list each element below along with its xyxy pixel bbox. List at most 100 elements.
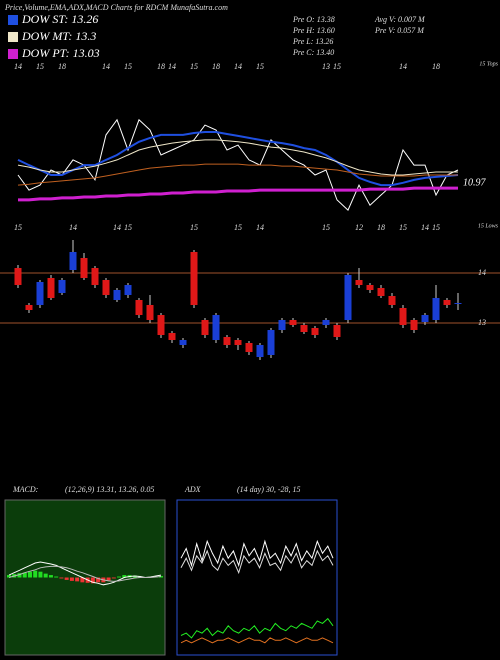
panel-title: MACD: [12,485,39,494]
x-tick-label: 15 [36,62,44,71]
series-line [8,561,162,586]
x-tick-label: 14 [234,62,242,71]
stat: Avg V: 0.007 M [374,15,426,24]
histogram-bar [90,577,95,584]
x-tick-label: 15 [333,62,341,71]
x-tick-label: 15 [190,223,198,232]
stat: Pre V: 0.057 M [374,26,425,35]
x-tick-label: 15 [234,223,242,232]
candle-body [410,320,418,330]
candle-body [432,298,440,320]
candle-body [47,278,55,298]
candle-body [80,258,88,278]
histogram-bar [59,577,64,579]
candle-body [333,325,341,337]
candle-body [443,300,451,305]
x-tick-label: 14 [113,223,121,232]
candle-body [201,320,209,335]
histogram-bar [106,577,111,581]
candle-body [256,345,264,357]
legend-swatch [8,32,18,42]
y-tick-label: 13 [478,318,486,327]
histogram-bar [75,577,80,582]
candle-body [344,275,352,320]
legend-label: DOW ST: 13.26 [21,12,98,26]
histogram-bar [96,577,101,583]
stat: Pre H: 13.60 [292,26,335,35]
x-tick-label: 15 [124,62,132,71]
x-tick-label: 14 [102,62,110,71]
stat: Pre O: 13.38 [292,15,335,24]
candle-body [421,315,429,322]
panel-subtitle: (14 day) 30, -28, 15 [237,485,301,494]
legend-swatch [8,15,18,25]
histogram-bar [38,571,43,578]
x-tick-label: 14 [421,223,429,232]
candle-body [58,280,66,293]
note: 15 Lows [478,223,499,229]
series-line [17,118,459,211]
x-tick-label: 14 [168,62,176,71]
x-tick-label: 15 [256,62,264,71]
candle-body [36,282,44,305]
x-tick-label: 18 [157,62,165,71]
candle-body [278,320,286,330]
series-line [17,131,459,187]
x-tick-label: 14 [14,62,22,71]
x-tick-label: 14 [256,223,264,232]
histogram-bar [27,571,32,578]
histogram-bar [122,575,127,578]
legend-label: DOW PT: 13.03 [21,46,100,60]
x-tick-label: 18 [212,62,220,71]
histogram-bar [43,573,48,578]
x-tick-label: 15 [322,223,330,232]
histogram-bar [132,575,137,578]
histogram-bar [117,576,122,578]
candle-body [212,315,220,340]
candle-body [113,290,121,300]
candle-body [388,296,396,305]
histogram-bar [33,570,38,578]
x-tick-label: 15 [432,223,440,232]
candle-body [300,325,308,332]
candle-body [399,308,407,325]
series-line [180,539,334,568]
candle-body [102,280,110,295]
series-line [180,617,334,639]
candle-body [157,315,165,335]
candle-body [179,340,187,345]
series-line [180,549,334,575]
x-tick-label: 13 [322,62,330,71]
candle-body [234,340,242,345]
candle-body [377,288,385,296]
candle-body [322,320,330,325]
x-tick-label: 15 [190,62,198,71]
x-tick-label: 18 [432,62,440,71]
series-line [17,163,458,186]
candle-body [190,252,198,305]
x-tick-label: 18 [377,223,385,232]
candle-body [69,252,77,270]
panel-subtitle: (12,26,9) 13.31, 13.26, 0.05 [65,485,154,494]
x-tick-label: 15 [14,223,22,232]
x-tick-label: 15 [399,223,407,232]
candle-body [311,328,319,335]
candle-body [91,268,99,285]
candle-body [245,343,253,352]
legend-label: DOW MT: 13.3 [21,29,96,43]
histogram-bar [111,577,116,579]
candle-body [124,285,132,295]
x-tick-label: 12 [355,223,363,232]
candle-body [223,337,231,345]
series-line [180,637,334,644]
histogram-bar [7,575,11,578]
candle-body [146,305,154,320]
histogram-bar [69,577,74,581]
candle-body [355,280,363,285]
histogram-bar [64,577,69,580]
note: 15 Tops [479,61,498,67]
candle-body [267,330,275,355]
y-tick-label: 14 [478,268,486,277]
candle-body [454,303,462,304]
